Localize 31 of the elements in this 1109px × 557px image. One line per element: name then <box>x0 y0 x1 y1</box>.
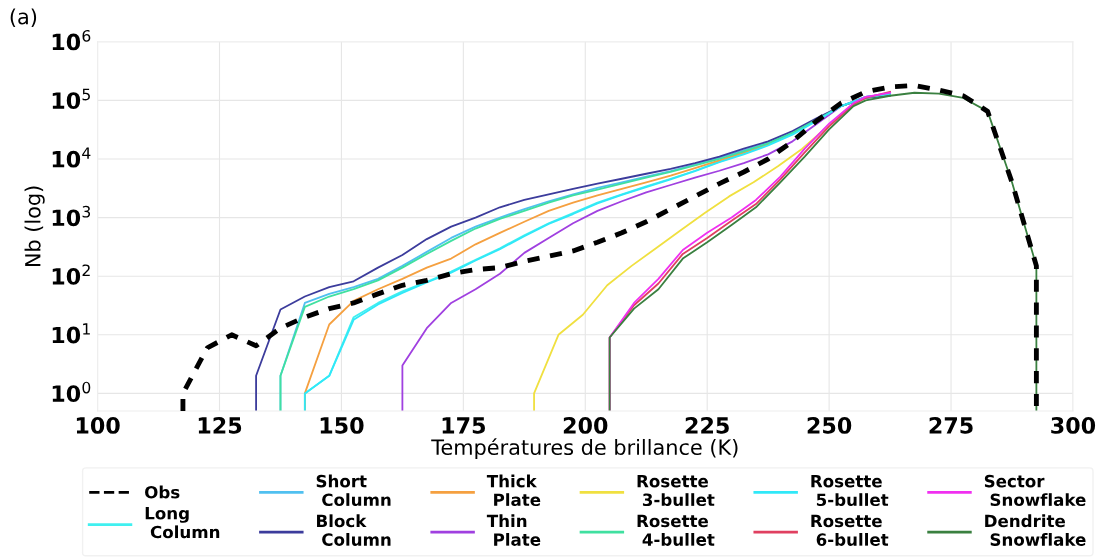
y-tick-label: 10$^{5}$ <box>52 88 90 109</box>
x-tick-label: 225 <box>685 417 729 434</box>
legend-label: Sector Snowflake <box>984 474 1086 507</box>
legend-label: Long Column <box>145 507 220 539</box>
legend-label: Dendrite Snowflake <box>985 514 1086 546</box>
legend-label: Block Column <box>317 514 391 546</box>
y-tick-label: 10$^{3}$ <box>52 205 91 227</box>
y-tick-label: 10$^{4}$ <box>52 147 91 168</box>
x-tick-label: 250 <box>807 417 852 434</box>
legend-label: Obs <box>145 485 180 499</box>
y-tick-label: 10$^{2}$ <box>52 264 90 285</box>
x-tick-label: 300 <box>1051 417 1096 434</box>
legend-label: Rosette 4-bullet <box>637 514 715 546</box>
x-tick-label: 125 <box>198 417 242 434</box>
x-tick-label: 275 <box>929 417 973 434</box>
legend-label: Rosette 5-bullet <box>811 475 889 507</box>
x-tick-label: 175 <box>442 417 485 434</box>
legend-label: Rosette 3-bullet <box>637 475 715 507</box>
y-axis-title: Nb (log) <box>24 186 45 267</box>
x-axis-title: Températures de brillance (K) <box>431 438 738 460</box>
legend-label: Thick Plate <box>486 474 541 507</box>
legend-label: Rosette 6-bullet <box>811 514 889 546</box>
x-tick-label: 150 <box>320 417 364 434</box>
x-tick-label: 100 <box>76 417 120 434</box>
y-tick-label: 10$^{0}$ <box>52 381 91 403</box>
x-tick-label: 200 <box>563 417 608 434</box>
y-tick-label: 10$^{1}$ <box>52 323 90 344</box>
legend-label: Thin Plate <box>486 514 541 546</box>
y-tick-label: 10$^{6}$ <box>52 30 91 51</box>
legend-label: Short Column <box>316 474 391 507</box>
text: (a) <box>10 8 37 27</box>
